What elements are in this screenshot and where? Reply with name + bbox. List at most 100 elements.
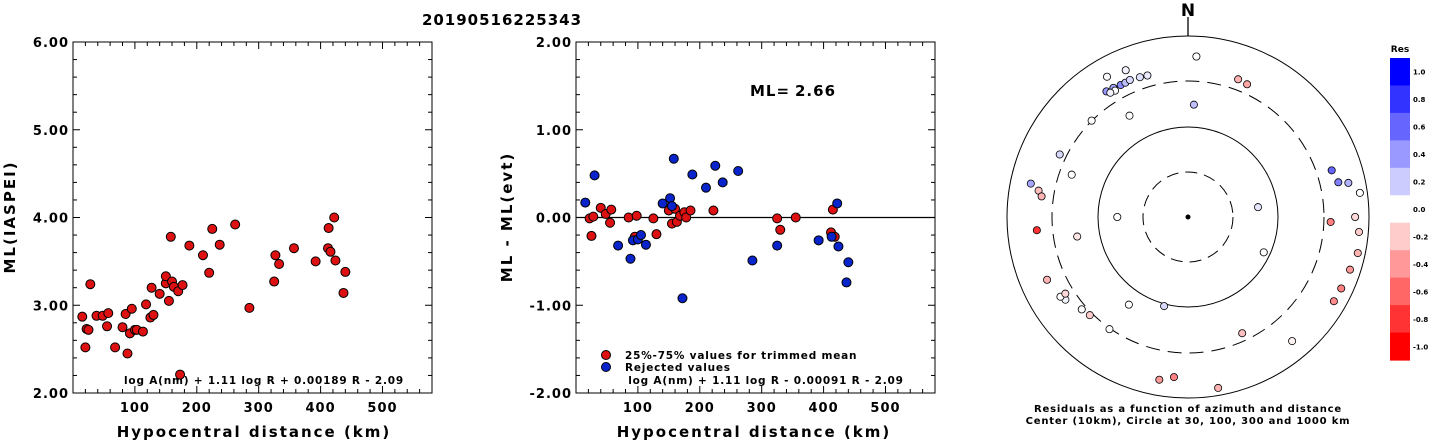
data-point-rejected [826, 231, 837, 242]
x-tick-label: 200 [182, 401, 212, 416]
colorbar-swatch [1390, 140, 1410, 169]
station-marker [1238, 329, 1247, 338]
y-tick-label: -1.00 [530, 299, 572, 314]
data-point-rejected [666, 201, 677, 212]
data-point [137, 326, 148, 337]
data-point [269, 276, 280, 287]
colorbar-swatch [1390, 167, 1410, 196]
data-point-rejected [700, 182, 711, 193]
data-point [244, 302, 255, 313]
data-point [83, 324, 94, 335]
colorbar-swatch [1390, 112, 1410, 141]
data-point-rejected [580, 197, 591, 208]
x-tick-label: 100 [120, 401, 150, 416]
data-point-trimmed [790, 212, 801, 223]
y-tick-label: 4.00 [33, 212, 69, 227]
ring-100km [1097, 126, 1279, 308]
station-marker [1026, 179, 1035, 188]
formula-text: log A(nm) + 1.11 log R + 0.00189 R - 2.0… [124, 375, 404, 387]
data-point-trimmed [685, 205, 696, 216]
colorbar-swatch [1390, 305, 1410, 334]
data-point-rejected [589, 170, 600, 181]
plot-frame [72, 41, 433, 394]
data-point-trimmed [681, 212, 692, 223]
station-marker [1344, 178, 1353, 187]
data-point-rejected [635, 230, 646, 241]
data-point [122, 348, 133, 359]
data-point-rejected [657, 198, 668, 209]
station-marker [1329, 297, 1338, 306]
colorbar-tick-label: -0.2 [1413, 233, 1428, 241]
data-point [288, 243, 299, 254]
data-point [270, 250, 281, 261]
data-point [323, 223, 334, 234]
colorbar-tick-label: -1.0 [1413, 343, 1428, 351]
station-marker [1106, 88, 1115, 97]
data-point-trimmed [586, 230, 597, 241]
data-point [207, 223, 218, 234]
colorbar-tick-label: 0.6 [1413, 124, 1426, 132]
station-marker [1037, 192, 1046, 201]
station-marker [1155, 375, 1164, 384]
x-axis-label: Hypocentral distance (km) [117, 423, 392, 441]
data-point [175, 369, 186, 380]
colorbar-swatch [1390, 277, 1410, 306]
residual-vs-distance-panel: ML - ML(evt) Hypocentral distance (km) M… [498, 36, 936, 441]
data-point-trimmed [623, 212, 634, 223]
station-marker [1288, 337, 1297, 346]
x-tick-label: 200 [685, 401, 715, 416]
data-point-trimmed [775, 224, 786, 235]
data-point-rejected [833, 241, 844, 252]
data-point-rejected [717, 177, 728, 188]
station-marker [1351, 212, 1360, 221]
x-tick-label: 500 [367, 401, 397, 416]
colorbar-swatch [1390, 250, 1410, 279]
data-point-trimmed [631, 210, 642, 221]
data-point [80, 342, 91, 353]
station-marker [1192, 52, 1201, 61]
x-tick-label: 300 [244, 401, 274, 416]
data-point [146, 282, 157, 293]
y-tick-label: 6.00 [33, 36, 69, 51]
data-point [197, 250, 208, 261]
station-marker [1355, 188, 1364, 197]
data-point [102, 321, 113, 332]
azimuth-distance-panel: N Residuals as a function of azimuth and… [1006, 1, 1428, 427]
legend-label-trimmed: 25%-75% values for trimmed mean [625, 350, 857, 362]
data-point [340, 266, 351, 277]
ring-30km [1142, 171, 1234, 263]
y-tick-label: 2.00 [33, 387, 69, 402]
colorbar-tick-label: -0.8 [1413, 316, 1428, 324]
colorbar-swatch [1390, 222, 1410, 251]
station-marker [1160, 302, 1169, 311]
y-tick-label: -2.00 [530, 387, 572, 402]
colorbar-swatch [1390, 58, 1410, 87]
data-point-rejected [640, 239, 651, 250]
station-marker [1125, 76, 1134, 85]
caption-line-1: Residuals as a function of azimuth and d… [1034, 404, 1342, 415]
data-point [77, 311, 88, 322]
data-point-rejected [813, 235, 824, 246]
station-marker [1327, 166, 1336, 175]
data-point [230, 219, 241, 230]
colorbar-swatch [1390, 85, 1410, 114]
y-tick-label: 3.00 [33, 299, 69, 314]
data-point [184, 240, 195, 251]
data-point-trimmed [772, 213, 783, 224]
x-tick-label: 500 [870, 401, 900, 416]
colorbar-tick-label: 0.8 [1413, 96, 1426, 104]
data-point-rejected [772, 240, 783, 251]
station-marker [1124, 300, 1133, 309]
station-marker [1334, 178, 1343, 187]
station-marker [1043, 275, 1052, 284]
x-tick-label: 100 [623, 401, 653, 416]
data-point [204, 267, 215, 278]
station-marker [1254, 203, 1263, 212]
station-marker [1143, 71, 1152, 80]
y-axis-label: ML - ML(evt) [498, 152, 516, 282]
data-point [103, 308, 114, 319]
station-marker [1113, 212, 1122, 221]
data-point-rejected [677, 293, 688, 304]
caption-line-2: Center (10km), Circle at 30, 100, 300 an… [1026, 416, 1351, 427]
data-point [154, 288, 165, 299]
